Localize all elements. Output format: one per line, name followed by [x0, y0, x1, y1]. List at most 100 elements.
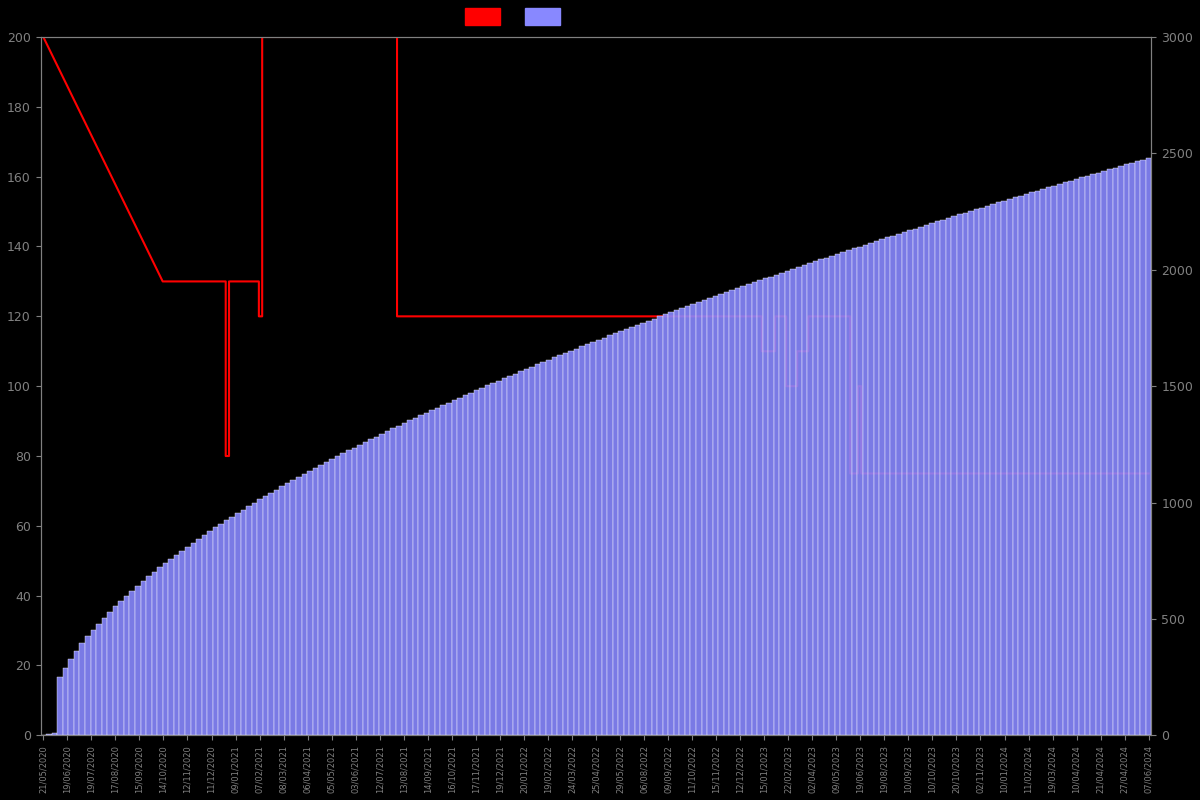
Bar: [829, 256, 835, 735]
Bar: [157, 567, 163, 735]
Bar: [952, 216, 958, 735]
Bar: [924, 225, 929, 735]
Bar: [168, 559, 174, 735]
Bar: [191, 542, 196, 735]
Bar: [791, 269, 796, 735]
Bar: [907, 230, 913, 735]
Bar: [601, 338, 607, 735]
Bar: [840, 252, 846, 735]
Bar: [1091, 174, 1096, 735]
Bar: [535, 364, 540, 735]
Bar: [1057, 184, 1062, 735]
Bar: [140, 581, 146, 735]
Bar: [719, 294, 724, 735]
Bar: [396, 426, 402, 735]
Bar: [968, 211, 973, 735]
Bar: [240, 510, 246, 735]
Bar: [434, 408, 440, 735]
Bar: [546, 360, 552, 735]
Bar: [280, 486, 284, 735]
Bar: [290, 480, 296, 735]
Bar: [529, 366, 535, 735]
Bar: [890, 236, 896, 735]
Bar: [1135, 162, 1140, 735]
Bar: [284, 483, 290, 735]
Bar: [74, 650, 79, 735]
Bar: [1002, 201, 1007, 735]
Bar: [1079, 178, 1085, 735]
Bar: [119, 601, 124, 735]
Bar: [368, 439, 374, 735]
Bar: [990, 204, 996, 735]
Bar: [757, 280, 763, 735]
Bar: [569, 350, 574, 735]
Bar: [918, 226, 924, 735]
Bar: [901, 232, 907, 735]
Bar: [324, 462, 329, 735]
Bar: [85, 636, 90, 735]
Bar: [1096, 173, 1102, 735]
Bar: [1102, 171, 1108, 735]
Bar: [90, 630, 96, 735]
Bar: [596, 340, 601, 735]
Bar: [1024, 194, 1030, 735]
Bar: [407, 421, 413, 735]
Bar: [946, 218, 952, 735]
Bar: [58, 678, 62, 735]
Bar: [151, 572, 157, 735]
Bar: [1030, 192, 1034, 735]
Bar: [835, 254, 840, 735]
Bar: [335, 456, 341, 735]
Bar: [607, 335, 613, 735]
Bar: [79, 643, 85, 735]
Bar: [724, 292, 730, 735]
Bar: [652, 318, 658, 735]
Bar: [673, 310, 679, 735]
Bar: [269, 493, 274, 735]
Bar: [235, 513, 240, 735]
Bar: [818, 259, 823, 735]
Bar: [913, 229, 918, 735]
Bar: [496, 381, 502, 735]
Bar: [1118, 166, 1123, 735]
Bar: [768, 277, 774, 735]
Bar: [823, 258, 829, 735]
Bar: [246, 506, 252, 735]
Bar: [185, 546, 191, 735]
Bar: [52, 734, 58, 735]
Bar: [68, 659, 74, 735]
Bar: [523, 369, 529, 735]
Bar: [668, 312, 673, 735]
Bar: [580, 346, 584, 735]
Bar: [880, 239, 884, 735]
Bar: [973, 210, 979, 735]
Bar: [502, 378, 508, 735]
Bar: [113, 606, 119, 735]
Bar: [463, 395, 468, 735]
Bar: [174, 554, 180, 735]
Bar: [1007, 199, 1013, 735]
Bar: [180, 550, 185, 735]
Bar: [1085, 176, 1091, 735]
Bar: [1140, 160, 1146, 735]
Bar: [734, 288, 740, 735]
Bar: [846, 250, 852, 735]
Bar: [318, 465, 324, 735]
Bar: [413, 418, 419, 735]
Bar: [1129, 163, 1135, 735]
Bar: [1051, 186, 1057, 735]
Bar: [229, 517, 235, 735]
Bar: [1040, 189, 1046, 735]
Bar: [358, 445, 362, 735]
Bar: [46, 734, 52, 735]
Bar: [996, 202, 1002, 735]
Bar: [146, 576, 151, 735]
Bar: [962, 213, 968, 735]
Bar: [979, 207, 985, 735]
Bar: [468, 393, 474, 735]
Bar: [329, 459, 335, 735]
Bar: [763, 278, 768, 735]
Bar: [257, 499, 263, 735]
Bar: [696, 302, 702, 735]
Bar: [491, 383, 496, 735]
